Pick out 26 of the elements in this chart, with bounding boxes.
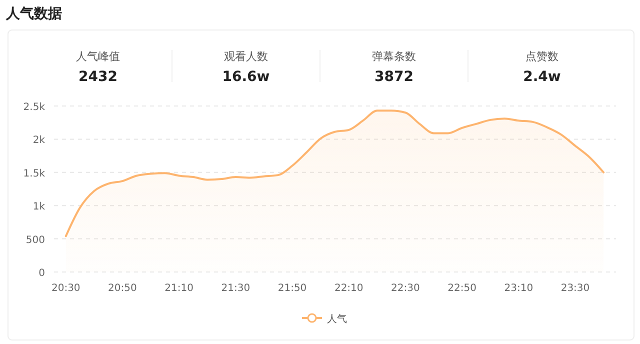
text: 3872	[374, 69, 414, 85]
category-label: 观看人数	[224, 50, 268, 63]
text: 2.4w	[523, 69, 561, 85]
category-label: 点赞数	[526, 50, 558, 63]
y-tick-label: 0	[38, 268, 45, 279]
y-tick-label: 1.5k	[23, 168, 46, 180]
text: 人气数据	[5, 6, 62, 22]
category-label: 人气峰值	[76, 50, 120, 63]
y-tick-label: 2k	[32, 135, 46, 146]
x-tick-label: 23:10	[504, 283, 534, 294]
x-tick-label: 21:10	[164, 283, 194, 294]
x-tick-label: 22:50	[448, 283, 476, 294]
x-tick-label: 22:10	[334, 283, 364, 294]
x-tick-label: 23:30	[560, 283, 590, 294]
text: 2432	[78, 69, 118, 85]
category-label: 弹幕条数	[372, 50, 416, 63]
y-tick-label: 1k	[32, 202, 46, 213]
y-tick-label: 2.5k	[23, 102, 46, 113]
x-tick-label: 20:50	[108, 283, 137, 294]
x-tick-label: 20:30	[51, 283, 80, 294]
y-tick-label: 500	[26, 234, 45, 246]
x-tick-label: 21:30	[221, 283, 250, 294]
legend-label: 人气	[327, 313, 347, 325]
x-tick-label: 21:50	[278, 283, 307, 294]
x-tick-label: 22:30	[391, 283, 420, 294]
text: 16.6w	[222, 69, 270, 85]
